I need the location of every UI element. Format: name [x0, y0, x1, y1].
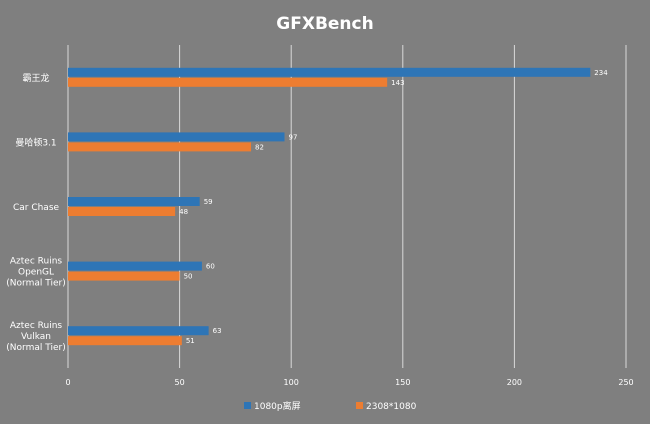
legend-label: 2308*1080	[366, 402, 417, 412]
data-label: 234	[594, 69, 608, 77]
data-label: 50	[184, 273, 193, 281]
x-tick-labels: 0 50 100 150 200 250	[65, 378, 633, 387]
category-label: Car Chase	[13, 203, 60, 213]
data-label: 60	[206, 263, 215, 271]
data-label: 51	[186, 337, 195, 345]
bar-series-1	[68, 132, 285, 142]
x-tick-label: 150	[395, 378, 410, 387]
data-label: 63	[213, 327, 222, 335]
x-tick-label: 250	[618, 378, 633, 387]
category-label: Aztec Ruins	[10, 257, 63, 267]
category-label: 霸王龙	[22, 72, 49, 84]
data-label: 82	[255, 143, 264, 151]
bar-series-1	[68, 197, 200, 206]
x-tick-label: 200	[507, 378, 522, 387]
category-label: Aztec Ruins	[10, 321, 63, 331]
legend-label: 1080p离屏	[254, 400, 301, 412]
data-label: 97	[289, 133, 298, 141]
x-tick-label: 100	[284, 378, 299, 387]
category-label: (Normal Tier)	[6, 343, 65, 353]
data-label: 143	[391, 79, 404, 87]
legend-swatch	[244, 402, 251, 409]
x-tick-label: 50	[175, 378, 185, 387]
data-label: 48	[179, 208, 188, 216]
bar-series-2	[68, 77, 388, 87]
bar-series-1	[68, 261, 202, 271]
bar-series-2	[68, 207, 176, 216]
category-label: OpenGL	[18, 268, 54, 278]
bars	[68, 67, 591, 346]
data-labels: 234 143 97 82 59 48 60 50 63 51	[179, 69, 608, 345]
category-label: Vulkan	[21, 332, 51, 342]
data-label: 59	[204, 198, 213, 206]
gridlines	[67, 45, 627, 368]
bar-series-2	[68, 336, 182, 346]
x-tick-label: 0	[65, 378, 70, 387]
category-label: 曼哈顿3.1	[15, 136, 56, 148]
category-label: (Normal Tier)	[6, 279, 65, 289]
bar-series-2	[68, 142, 252, 152]
bar-series-1	[68, 67, 591, 77]
chart-title: GFXBench	[276, 14, 373, 34]
bar-series-1	[68, 326, 209, 336]
bar-series-2	[68, 271, 180, 281]
legend-swatch	[356, 402, 363, 409]
legend: 1080p离屏 2308*1080	[244, 400, 417, 412]
